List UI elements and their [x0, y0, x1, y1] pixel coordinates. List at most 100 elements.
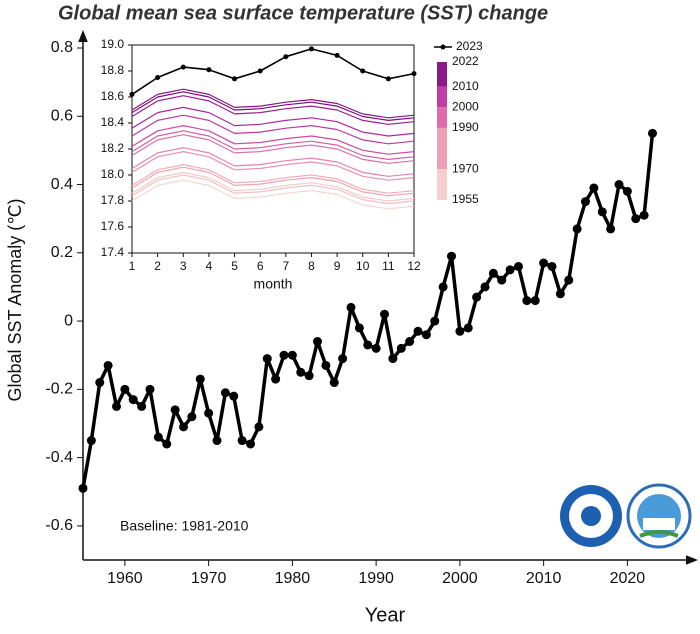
- data-point: [180, 64, 186, 70]
- data-point: [597, 207, 607, 217]
- data-point: [129, 91, 135, 97]
- series-line: [131, 151, 415, 181]
- legend-marker: [440, 44, 446, 50]
- data-point: [321, 360, 331, 370]
- data-point: [179, 422, 188, 432]
- colorbar-segment: [437, 62, 447, 87]
- series-line: [131, 130, 415, 160]
- y-tick-label: 17.8: [101, 193, 125, 207]
- data-point: [539, 258, 549, 268]
- data-point: [304, 371, 314, 381]
- colorbar-segment: [437, 169, 447, 200]
- data-point: [371, 343, 381, 353]
- data-point: [363, 340, 373, 350]
- x-tick-label: 7: [282, 259, 289, 273]
- data-point: [354, 323, 364, 333]
- colorbar-segment: [437, 86, 447, 108]
- data-point: [589, 183, 599, 193]
- data-point: [631, 214, 641, 224]
- x-tick-label: 3: [180, 259, 187, 273]
- data-point: [170, 405, 180, 415]
- x-tick-label: 2: [154, 259, 161, 273]
- data-point: [78, 483, 88, 493]
- baseline-note: Baseline: 1981-2010: [120, 518, 249, 534]
- x-tick-label: 1: [129, 259, 136, 273]
- data-point: [463, 323, 473, 333]
- inset-x-title: month: [254, 276, 293, 292]
- data-point: [120, 384, 130, 394]
- data-point: [128, 395, 138, 405]
- series-line: [131, 179, 415, 210]
- x-tick-label: 11: [382, 259, 395, 273]
- data-point: [447, 251, 456, 261]
- data-point: [155, 75, 161, 80]
- y-tick-label: -0.2: [45, 381, 73, 398]
- data-point: [547, 261, 557, 271]
- data-point: [271, 374, 281, 384]
- data-point: [262, 354, 272, 364]
- data-point: [86, 436, 96, 446]
- series-line: [131, 95, 415, 125]
- data-point: [204, 408, 214, 418]
- data-point: [296, 367, 306, 377]
- data-point: [413, 326, 423, 336]
- data-point: [254, 422, 264, 432]
- data-point: [614, 180, 624, 190]
- y-tick-label: 0.6: [51, 107, 73, 124]
- colorbar-segment: [437, 107, 447, 128]
- y-tick-label: 18.8: [101, 63, 125, 77]
- y-tick-label: 18.6: [101, 89, 125, 103]
- x-tick-label: 5: [231, 259, 238, 273]
- data-point: [346, 302, 356, 312]
- data-point: [572, 224, 582, 234]
- y-tick-label: 18.4: [101, 115, 125, 129]
- data-point: [283, 54, 289, 60]
- colorbar-label: 1990: [452, 120, 479, 134]
- x-tick-label: 1970: [191, 570, 227, 587]
- y-axis-title: Global SST Anomaly (℃): [5, 199, 25, 402]
- series-line: [131, 171, 415, 202]
- data-point: [639, 210, 649, 220]
- series-line: [131, 48, 415, 96]
- data-point: [229, 391, 239, 401]
- data-point: [472, 292, 482, 302]
- colorbar-label: 2010: [452, 79, 479, 93]
- x-tick-label: 8: [308, 259, 315, 273]
- x-tick-label: 12: [407, 259, 421, 273]
- data-point: [257, 68, 263, 74]
- data-point: [313, 337, 322, 347]
- x-tick-label: 2000: [442, 570, 478, 587]
- inset: month 17.417.617.818.018.218.418.618.819…: [101, 37, 483, 292]
- data-point: [287, 350, 297, 360]
- data-point: [622, 186, 632, 196]
- colorbar-label: 2000: [452, 99, 479, 113]
- data-point: [334, 52, 340, 58]
- data-point: [187, 412, 197, 422]
- series-line: [131, 114, 415, 145]
- series-line: [131, 88, 415, 119]
- data-point: [411, 71, 417, 77]
- data-point: [505, 265, 515, 275]
- series-line: [131, 106, 415, 137]
- data-point: [95, 378, 105, 388]
- y-tick-label: 0: [64, 312, 73, 329]
- data-point: [606, 224, 616, 234]
- data-point: [329, 378, 339, 388]
- inset-frame: [131, 44, 415, 254]
- colorbar-label: 1970: [452, 161, 479, 175]
- data-point: [555, 289, 565, 299]
- data-point: [380, 309, 389, 319]
- data-point: [220, 388, 230, 398]
- data-point: [338, 354, 348, 364]
- data-point: [232, 76, 238, 82]
- data-point: [137, 401, 147, 411]
- data-point: [581, 197, 590, 207]
- logo-iap: [626, 483, 692, 549]
- x-tick-label: 4: [206, 259, 213, 273]
- x-tick-label: 10: [356, 259, 370, 273]
- data-point: [430, 316, 440, 326]
- data-point: [488, 268, 498, 278]
- data-point: [145, 384, 155, 394]
- series-line: [131, 164, 415, 194]
